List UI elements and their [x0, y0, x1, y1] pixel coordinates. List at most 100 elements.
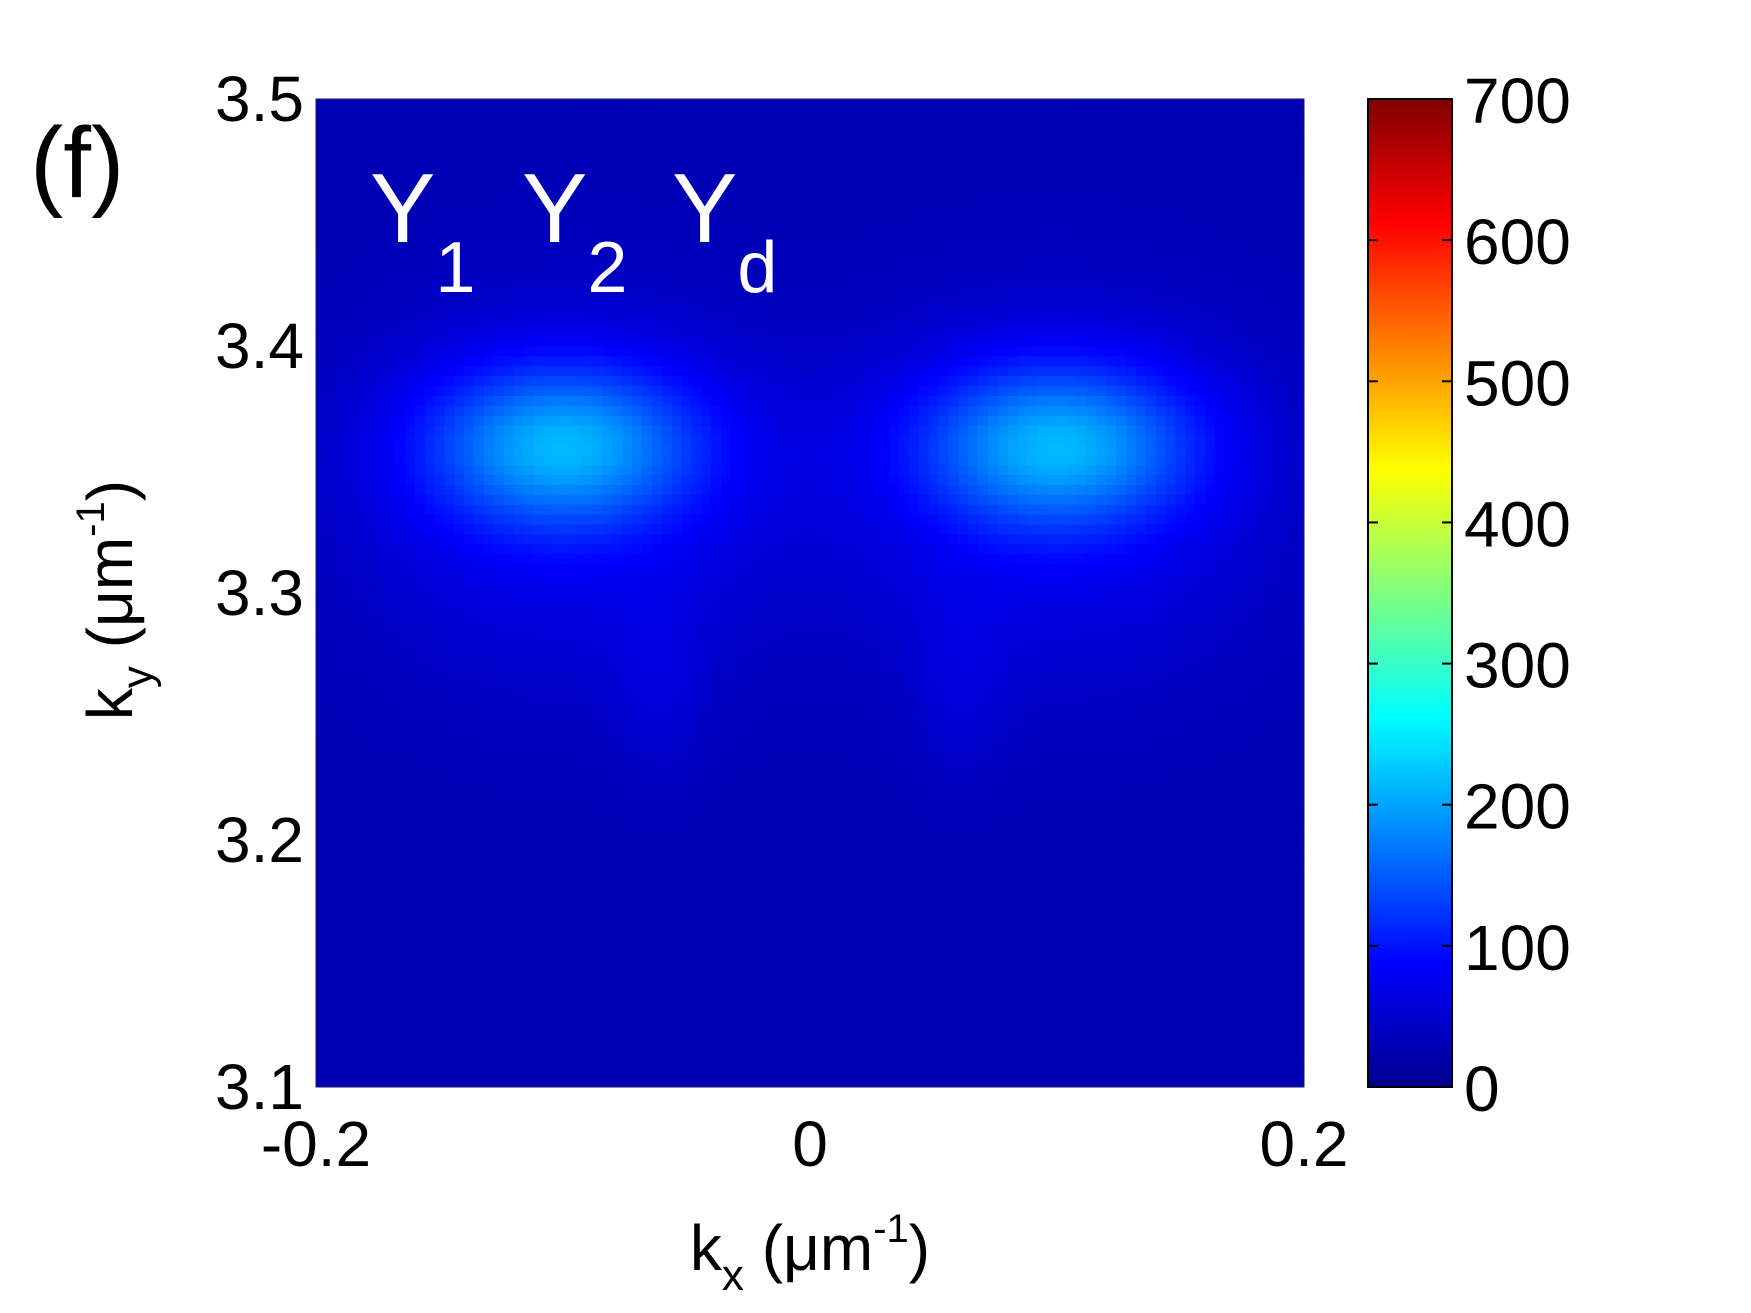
heatmap-cell — [790, 573, 801, 584]
heatmap-cell — [790, 731, 801, 742]
heatmap-cell — [582, 108, 594, 120]
heatmap-cell — [404, 425, 416, 436]
heatmap-cell — [454, 978, 465, 989]
heatmap-cell — [424, 869, 436, 881]
heatmap-cell — [651, 928, 663, 940]
heatmap-cell — [800, 355, 811, 367]
heatmap-cell — [503, 780, 515, 792]
heatmap-cell — [335, 415, 347, 426]
heatmap-cell — [404, 1027, 416, 1039]
heatmap-cell — [642, 928, 653, 940]
heatmap-cell — [681, 257, 693, 268]
heatmap-cell — [592, 602, 604, 614]
heatmap-cell — [760, 1017, 772, 1029]
heatmap-cell — [414, 178, 426, 189]
heatmap-cell — [345, 197, 357, 209]
heatmap-cell — [602, 346, 613, 357]
heatmap-cell — [424, 207, 436, 219]
heatmap-cell — [750, 266, 762, 278]
heatmap-cell — [543, 138, 554, 149]
heatmap-cell — [661, 948, 673, 960]
heatmap-cell — [721, 958, 732, 970]
heatmap-cell — [721, 968, 732, 979]
heatmap-cell — [434, 593, 446, 604]
heatmap-cell — [800, 741, 811, 752]
heatmap-cell — [503, 217, 515, 229]
heatmap-cell — [602, 197, 613, 209]
heatmap-cell — [355, 296, 366, 308]
heatmap-cell — [730, 464, 742, 476]
heatmap-cell — [464, 662, 475, 673]
heatmap-cell — [424, 187, 436, 199]
heatmap-cell — [651, 711, 663, 723]
heatmap-cell — [563, 573, 574, 584]
heatmap-cell — [533, 998, 544, 1009]
heatmap-cell — [651, 869, 663, 881]
heatmap-cell — [414, 998, 426, 1009]
heatmap-cell — [375, 454, 386, 466]
heatmap-cell — [622, 632, 633, 643]
heatmap-cell — [543, 751, 554, 762]
heatmap-cell — [651, 662, 663, 673]
heatmap-cell — [651, 602, 663, 614]
heatmap-cell — [711, 998, 722, 1009]
heatmap-cell — [375, 533, 386, 545]
heatmap-cell — [592, 1037, 604, 1049]
heatmap-cell — [711, 760, 722, 772]
heatmap-cell — [513, 326, 525, 337]
heatmap-cell — [740, 800, 752, 811]
heatmap-cell — [483, 207, 495, 219]
heatmap-cell — [474, 395, 485, 406]
heatmap-cell — [483, 919, 495, 930]
heatmap-cell — [622, 751, 633, 762]
heatmap-cell — [651, 99, 663, 110]
heatmap-cell — [721, 385, 732, 396]
heatmap-cell — [404, 652, 416, 663]
heatmap-cell — [602, 405, 613, 416]
heatmap-cell — [375, 128, 386, 140]
heatmap-cell — [365, 869, 376, 881]
heatmap-cell — [365, 138, 376, 149]
heatmap-cell — [424, 326, 436, 337]
heatmap-cell — [651, 919, 663, 930]
heatmap-cell — [750, 770, 762, 782]
heatmap-cell — [503, 128, 515, 140]
heatmap-cell — [681, 1067, 693, 1078]
heatmap-cell — [424, 99, 436, 110]
heatmap-cell — [434, 395, 446, 406]
heatmap-cell — [533, 484, 544, 495]
heatmap-cell — [345, 691, 357, 703]
heatmap-cell — [651, 691, 663, 703]
heatmap-cell — [582, 247, 594, 258]
heatmap-cell — [513, 632, 525, 643]
heatmap-cell — [543, 1037, 554, 1049]
heatmap-cell — [503, 820, 515, 831]
heatmap-cell — [385, 326, 396, 337]
heatmap-cell — [474, 346, 485, 357]
heatmap-cell — [750, 395, 762, 406]
heatmap-cell — [454, 593, 465, 604]
heatmap-cell — [355, 593, 366, 604]
heatmap-cell — [582, 998, 594, 1009]
heatmap-cell — [642, 879, 653, 890]
heatmap-cell — [770, 859, 781, 871]
heatmap-cell — [671, 168, 683, 179]
heatmap-cell — [483, 99, 495, 110]
heatmap-cell — [483, 721, 495, 732]
heatmap-cell — [395, 1077, 406, 1087]
heatmap-cell — [464, 286, 475, 298]
heatmap-cell — [582, 504, 594, 515]
heatmap-cell — [474, 168, 485, 179]
heatmap-cell — [770, 830, 781, 841]
heatmap-cell — [325, 662, 337, 673]
heatmap-cell — [493, 780, 505, 792]
heatmap-cell — [582, 751, 594, 762]
heatmap-cell — [671, 731, 683, 742]
heatmap-cell — [760, 741, 772, 752]
heatmap-cell — [434, 247, 446, 258]
heatmap-cell — [345, 849, 357, 861]
heatmap-cell — [602, 948, 613, 960]
heatmap-cell — [780, 810, 791, 821]
heatmap-cell — [612, 484, 623, 495]
heatmap-cell — [750, 612, 762, 624]
